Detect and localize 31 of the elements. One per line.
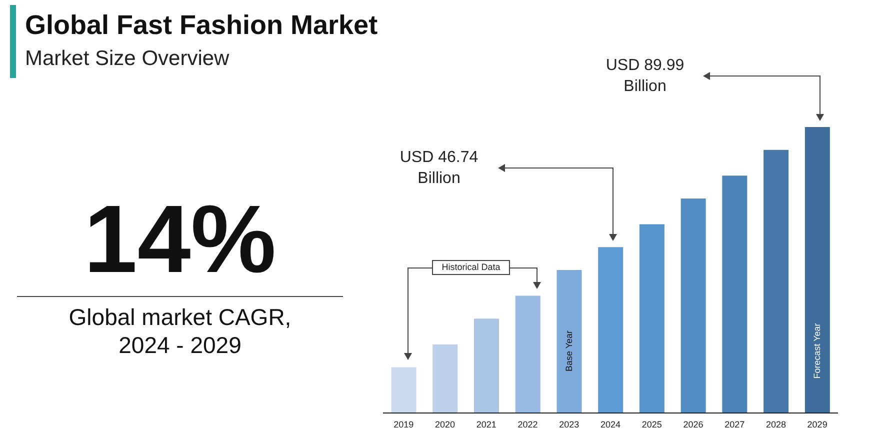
- text: 14%: [82, 186, 278, 293]
- bar: [432, 344, 458, 413]
- annotation: Base Year: [563, 329, 576, 374]
- bar: [639, 224, 664, 413]
- x-tick-label: 2021: [476, 419, 496, 429]
- bar: [722, 176, 748, 413]
- text: Market Size Overview: [25, 47, 230, 71]
- x-tick-label: 2019: [394, 419, 414, 429]
- bar: [556, 270, 582, 413]
- bar: [598, 247, 624, 413]
- annotation: USD 46.74 Billion: [398, 148, 480, 189]
- bar: [515, 296, 540, 413]
- x-tick-label: 2025: [642, 419, 662, 429]
- x-tick-label: 2023: [559, 419, 580, 429]
- text: Global market CAGR, 2024 - 2029: [68, 303, 292, 359]
- chart-title: Global Fast Fashion Market: [25, 10, 378, 41]
- annotation: Forecast Year: [811, 322, 824, 381]
- annotation: Historical Data: [432, 260, 510, 275]
- x-tick-label: 2020: [435, 419, 456, 429]
- bar: [764, 150, 789, 413]
- text: USD 89.99 Billion: [604, 56, 686, 97]
- x-tick-label: 2028: [766, 419, 786, 429]
- x-tick-label: 2027: [724, 419, 745, 429]
- x-tick-label: 2024: [600, 419, 621, 429]
- bar: [804, 127, 830, 413]
- bar: [474, 318, 499, 413]
- bar: [680, 198, 706, 413]
- x-tick-label: 2029: [807, 419, 828, 429]
- x-tick-label: 2022: [518, 419, 538, 429]
- bar: [391, 367, 416, 413]
- x-tick-label: 2026: [683, 419, 704, 429]
